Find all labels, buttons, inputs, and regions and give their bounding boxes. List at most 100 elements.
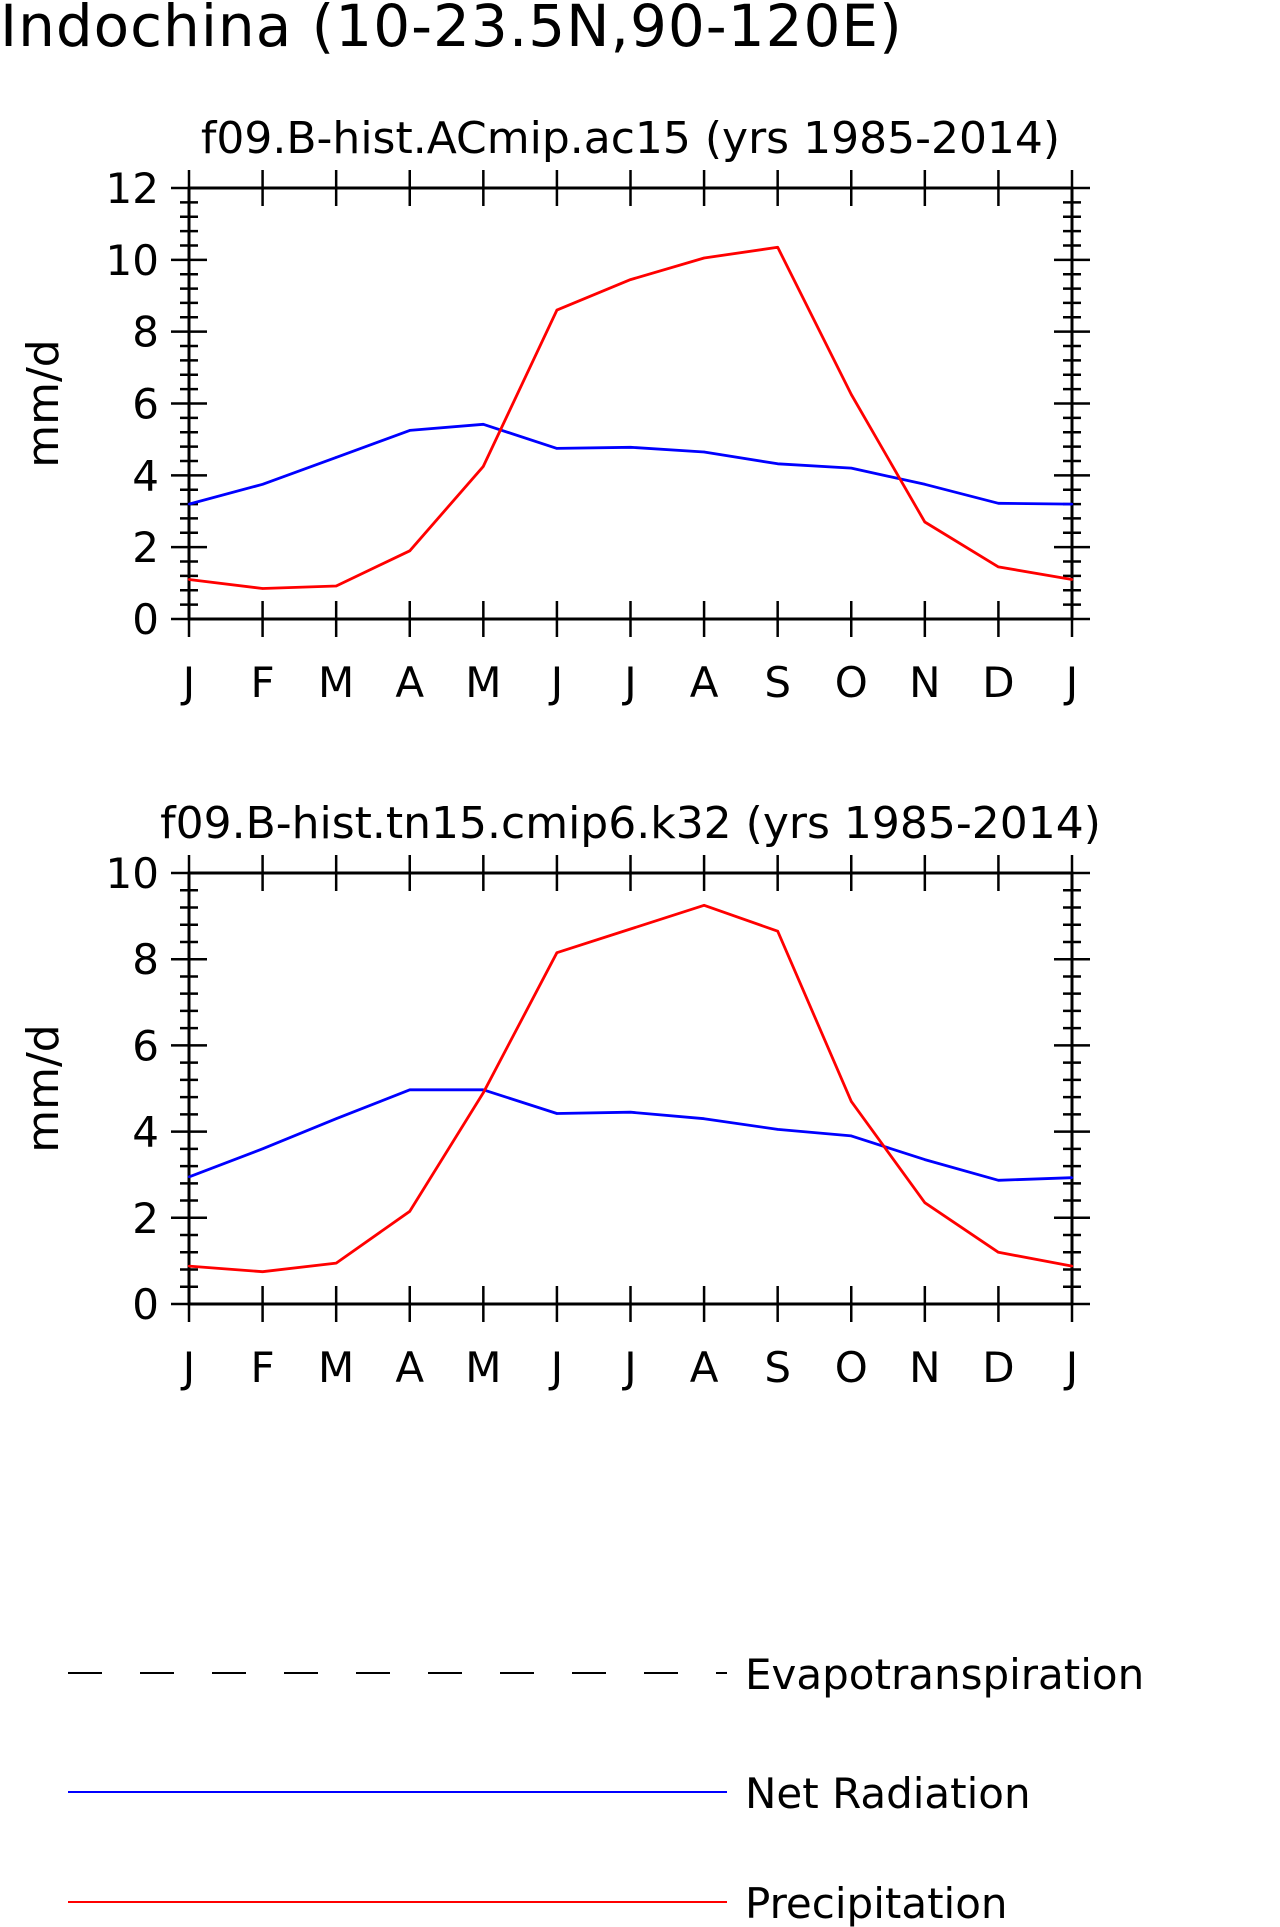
data-point-precipitation	[334, 584, 338, 588]
x-tick-label: A	[395, 658, 424, 707]
data-point-net-radiation	[187, 1175, 191, 1179]
chart-panel-2: f09.B-hist.tn15.cmip6.k32 (yrs 1985-2014…	[18, 798, 1101, 1392]
data-point-net-radiation	[702, 1117, 706, 1120]
y-tick-label: 8	[132, 308, 159, 357]
y-tick-label: 0	[132, 1280, 159, 1329]
data-point-precipitation	[482, 465, 485, 468]
data-point-net-radiation	[850, 466, 853, 470]
y-tick-label: 8	[132, 935, 159, 984]
x-tick-label: J	[548, 1343, 563, 1392]
data-point-net-radiation	[702, 450, 706, 454]
x-tick-label: A	[395, 1343, 424, 1392]
data-point-precipitation	[1070, 578, 1074, 581]
data-point-precipitation	[555, 308, 559, 312]
data-point-precipitation	[997, 1251, 1000, 1254]
legend-label-precipitation: Precipitation	[745, 1879, 1008, 1927]
x-tick-label: J	[621, 1343, 636, 1392]
data-point-precipitation	[850, 1100, 853, 1103]
data-point-net-radiation	[997, 1179, 1000, 1182]
data-point-precipitation	[555, 951, 559, 954]
y-axis-label: mm/d	[18, 1024, 69, 1152]
x-tick-label: S	[764, 658, 791, 707]
data-point-precipitation	[776, 246, 779, 249]
y-tick-label: 2	[132, 1194, 159, 1243]
data-point-precipitation	[702, 904, 706, 907]
legend: Evapotranspiration Net Radiation Precipita…	[68, 1650, 1144, 1927]
data-point-net-radiation	[334, 456, 338, 459]
plot-frame	[187, 186, 1074, 621]
data-point-net-radiation	[334, 1117, 338, 1120]
y-tick-label: 12	[106, 164, 159, 213]
x-tick-label: F	[250, 658, 274, 707]
y-tick-label: 6	[132, 1021, 159, 1070]
data-point-net-radiation	[261, 1147, 264, 1151]
data-point-net-radiation	[923, 1158, 927, 1161]
data-point-net-radiation	[1070, 502, 1074, 506]
x-tick-label: J	[1063, 1343, 1078, 1392]
y-tick-label: 4	[132, 1108, 159, 1157]
y-tick-label: 10	[106, 849, 159, 898]
x-tick-label: F	[250, 1343, 274, 1392]
data-point-precipitation	[1070, 1264, 1074, 1268]
x-tick-label: J	[548, 658, 563, 707]
data-point-precipitation	[187, 1264, 191, 1268]
y-tick-label: 0	[132, 595, 159, 644]
data-point-precipitation	[850, 393, 853, 396]
x-tick-label: M	[318, 658, 354, 707]
x-tick-label: J	[621, 658, 636, 707]
legend-label-evapotranspiration: Evapotranspiration	[745, 1650, 1144, 1699]
data-point-net-radiation	[555, 1112, 559, 1115]
data-point-precipitation	[629, 278, 632, 281]
data-point-precipitation	[408, 549, 411, 552]
series-line-precipitation	[188, 245, 1073, 590]
series-line-precipitation	[188, 903, 1073, 1274]
y-axis-label: mm/d	[18, 339, 69, 467]
x-tick-label: S	[764, 1343, 791, 1392]
y-tick-label: 4	[132, 451, 159, 500]
data-point-precipitation	[261, 1270, 264, 1273]
data-point-precipitation	[702, 256, 706, 260]
data-point-precipitation	[776, 929, 779, 933]
data-point-net-radiation	[629, 446, 632, 449]
x-tick-label: J	[180, 1343, 195, 1392]
data-point-net-radiation	[997, 502, 1000, 505]
x-tick-label: D	[982, 1343, 1014, 1392]
chart-title: f09.B-hist.ACmip.ac15 (yrs 1985-2014)	[201, 113, 1060, 164]
chart-panel-1: f09.B-hist.ACmip.ac15 (yrs 1985-2014) mm/…	[18, 113, 1090, 707]
data-point-net-radiation	[1070, 1176, 1074, 1179]
data-point-net-radiation	[776, 1128, 779, 1131]
x-tick-label: O	[835, 1343, 868, 1392]
data-point-precipitation	[408, 1210, 411, 1213]
x-tick-label: J	[180, 658, 195, 707]
y-tick-label: 10	[106, 236, 159, 285]
page-title: Indochina (10-23.5N,90-120E)	[0, 0, 903, 60]
data-point-precipitation	[629, 927, 632, 931]
data-point-net-radiation	[776, 462, 779, 466]
x-tick-label: O	[835, 658, 868, 707]
x-tick-label: A	[690, 1343, 719, 1392]
x-tick-label: M	[465, 658, 501, 707]
x-tick-label: M	[465, 1343, 501, 1392]
x-tick-label: M	[318, 1343, 354, 1392]
y-tick-label: 2	[132, 523, 159, 572]
data-point-precipitation	[187, 578, 191, 581]
data-point-net-radiation	[555, 447, 559, 450]
data-point-net-radiation	[187, 502, 191, 506]
data-point-net-radiation	[850, 1134, 853, 1138]
data-point-net-radiation	[261, 483, 264, 486]
data-point-precipitation	[923, 520, 927, 524]
y-tick-label: 6	[132, 380, 159, 429]
chart-title: f09.B-hist.tn15.cmip6.k32 (yrs 1985-2014…	[160, 798, 1101, 849]
x-tick-label: N	[909, 1343, 940, 1392]
data-point-net-radiation	[408, 429, 411, 432]
data-point-precipitation	[482, 1091, 485, 1095]
x-tick-label: D	[982, 658, 1014, 707]
data-point-precipitation	[923, 1201, 927, 1204]
x-tick-label: N	[909, 658, 940, 707]
legend-label-net-radiation: Net Radiation	[745, 1769, 1031, 1818]
data-point-precipitation	[334, 1261, 338, 1265]
data-point-precipitation	[261, 587, 264, 590]
data-point-net-radiation	[629, 1111, 632, 1114]
x-tick-label: A	[690, 658, 719, 707]
